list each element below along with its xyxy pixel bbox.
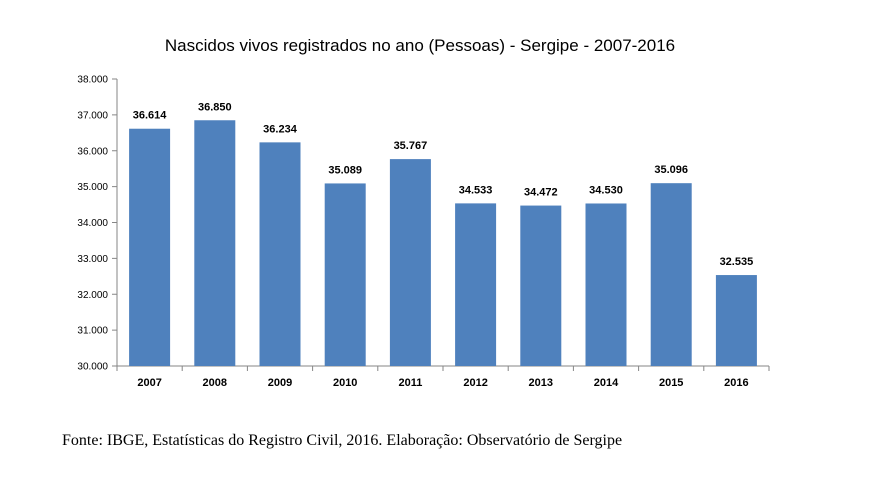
x-tick-label: 2007 [137, 377, 161, 389]
y-tick-label: 34.000 [77, 218, 108, 229]
y-tick-label: 37.000 [77, 110, 108, 121]
x-tick-label: 2012 [463, 377, 487, 389]
x-tick-label: 2010 [333, 377, 357, 389]
data-label: 36.850 [198, 101, 232, 113]
y-tick-label: 38.000 [77, 75, 108, 86]
bar-chart: 30.000 31.000 32.000 33.000 34.000 35.000 36.0… [77, 75, 770, 389]
bar [455, 203, 497, 366]
y-tick-label: 35.000 [77, 182, 108, 193]
y-tick-label: 31.000 [77, 326, 108, 337]
chart-title: Nascidos vivos registrados no ano (Pesso… [164, 36, 676, 55]
data-label: 36.234 [263, 123, 298, 135]
bar [259, 142, 301, 366]
bar [324, 183, 366, 366]
data-label: 32.535 [720, 256, 754, 268]
x-tick-label: 2014 [594, 377, 619, 389]
data-label: 35.089 [328, 164, 362, 176]
x-tick-label: 2009 [268, 377, 292, 389]
data-label: 35.767 [394, 140, 428, 152]
bar [389, 159, 431, 366]
x-tick-label: 2011 [398, 377, 422, 389]
bar [585, 203, 627, 366]
y-tick-label: 30.000 [77, 362, 108, 373]
bar [194, 120, 236, 366]
y-tick-label: 33.000 [77, 254, 108, 265]
data-label: 36.614 [133, 110, 168, 122]
bar [715, 275, 757, 366]
y-tick-label: 36.000 [77, 146, 108, 157]
data-label: 35.096 [654, 164, 688, 176]
bar [520, 205, 562, 366]
x-tick-label: 2015 [659, 377, 683, 389]
data-label: 34.472 [524, 187, 558, 199]
data-label: 34.533 [459, 184, 493, 196]
x-tick-label: 2008 [203, 377, 227, 389]
bar [650, 183, 692, 366]
x-tick-label: 2016 [724, 377, 748, 389]
source-note: Fonte: IBGE, Estatísticas do Registro Ci… [62, 432, 623, 449]
bar [129, 128, 171, 366]
x-tick-label: 2013 [529, 377, 553, 389]
data-label: 34.530 [589, 184, 623, 196]
y-tick-label: 32.000 [77, 290, 108, 301]
